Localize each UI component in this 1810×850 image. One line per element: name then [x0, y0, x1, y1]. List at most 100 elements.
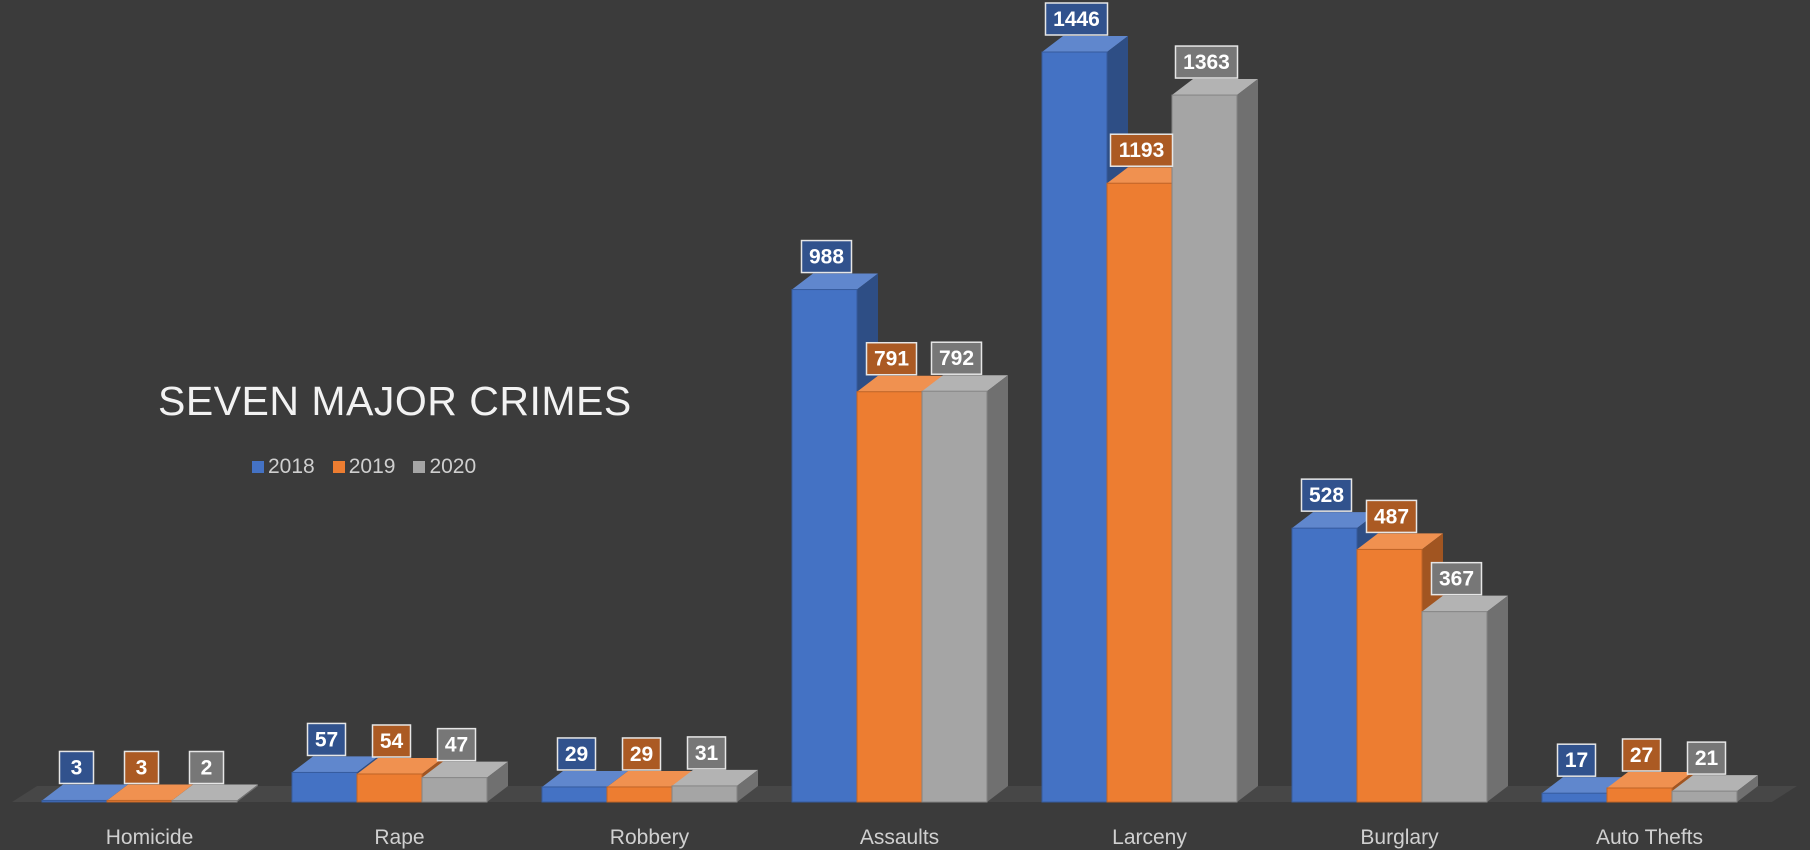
- data-label-text: 54: [380, 730, 404, 753]
- bar-top-face: [1672, 775, 1758, 792]
- data-label-text: 3: [136, 756, 148, 779]
- legend-item-2020: 2020: [413, 455, 476, 479]
- data-label-box: [556, 737, 597, 771]
- bar-homicide-2020: [171, 784, 258, 803]
- bar-front-face: [356, 773, 423, 803]
- data-label-robbery-2018: 29: [556, 737, 597, 771]
- data-label-larceny-2019: 1193: [1109, 133, 1174, 167]
- data-label-text: 31: [695, 742, 719, 765]
- bar-front-face: [671, 785, 738, 803]
- bar-top-face: [542, 770, 628, 787]
- legend-swatch-2018: [252, 461, 264, 473]
- bar-side-face: [1487, 595, 1508, 802]
- bar-front-face: [106, 799, 173, 803]
- data-label-larceny-2020: 1363: [1174, 45, 1239, 79]
- bar-side-face: [737, 769, 758, 802]
- data-label-box: [1044, 2, 1109, 36]
- data-label-box: [123, 750, 160, 785]
- bar-front-face: [421, 777, 488, 803]
- bar-front-face: [791, 289, 858, 803]
- bar-top-face: [1292, 512, 1378, 529]
- bar-side-face: [487, 761, 508, 802]
- x-axis: Homicide Rape Robbery Assaults Larceny Burgla…: [106, 826, 1703, 849]
- legend: 2018 2019 2020: [252, 455, 476, 479]
- legend-swatch-2020: [413, 461, 426, 473]
- x-tick-label-robbery: Robbery: [610, 826, 690, 849]
- data-label-text: 1193: [1119, 139, 1165, 162]
- bar-top-face: [1422, 595, 1508, 612]
- bar-top-face: [357, 757, 443, 774]
- bars-layer: [41, 36, 1758, 803]
- bar-front-face: [171, 800, 238, 803]
- data-label-box: [1365, 499, 1418, 534]
- legend-label-2018: 2018: [268, 455, 315, 478]
- bar-rape-2020: [421, 761, 508, 803]
- data-label-rape-2019: 54: [371, 724, 412, 758]
- bar-top-face: [42, 784, 128, 801]
- data-label-text: 792: [939, 347, 974, 370]
- data-label-assaults-2020: 792: [930, 341, 983, 375]
- data-label-burglary-2019: 487: [1365, 499, 1418, 534]
- data-label-box: [1174, 45, 1239, 79]
- bar-top-face: [292, 756, 378, 773]
- data-label-box: [621, 737, 662, 771]
- data-label-box: [1430, 561, 1483, 596]
- data-label-box: [865, 341, 918, 376]
- bar-auto-thefts-2020: [1671, 775, 1758, 803]
- data-label-text: 1446: [1053, 8, 1100, 31]
- data-label-robbery-2019: 29: [621, 737, 662, 771]
- legend-label-2020: 2020: [429, 455, 477, 478]
- bar-top-face: [1607, 771, 1693, 788]
- data-label-text: 29: [565, 743, 588, 766]
- bar-front-face: [606, 786, 673, 803]
- data-label-text: 57: [315, 728, 338, 751]
- bar-front-face: [1356, 548, 1423, 803]
- bar-top-face: [422, 761, 508, 778]
- bar-front-face: [1291, 527, 1358, 803]
- data-label-auto-thefts-2020: 21: [1686, 741, 1727, 775]
- legend-swatch-2019: [332, 461, 345, 473]
- bar-front-face: [1421, 611, 1488, 803]
- data-label-homicide-2020: 2: [188, 750, 225, 785]
- data-label-auto-thefts-2018: 17: [1556, 743, 1597, 777]
- data-label-box: [371, 724, 412, 758]
- data-label-text: 27: [1630, 744, 1653, 767]
- data-label-assaults-2018: 988: [800, 239, 853, 274]
- bar-front-face: [856, 391, 923, 803]
- data-label-burglary-2018: 528: [1300, 478, 1353, 512]
- data-label-box: [930, 341, 983, 375]
- data-label-box: [188, 750, 225, 785]
- data-label-text: 29: [630, 743, 653, 766]
- bar-front-face: [291, 771, 358, 803]
- bar-top-face: [672, 769, 758, 786]
- data-label-text: 367: [1439, 568, 1474, 591]
- data-label-text: 17: [1565, 749, 1588, 772]
- data-label-box: [306, 722, 347, 757]
- bar-burglary-2020: [1421, 595, 1508, 803]
- data-label-auto-thefts-2019: 27: [1621, 738, 1662, 772]
- bar-front-face: [1106, 182, 1173, 803]
- x-tick-label-homicide: Homicide: [106, 826, 194, 849]
- data-label-box: [58, 750, 95, 785]
- bar-top-face: [172, 784, 258, 801]
- data-labels-layer: 3 3 2 57 54 47 29 29 31 988 791 792 1446 1193 1363 528 4…: [58, 2, 1727, 785]
- bar-assaults-2020: [921, 375, 1008, 803]
- data-label-box: [1686, 741, 1727, 775]
- x-tick-label-assaults: Assaults: [860, 826, 939, 849]
- x-tick-label-burglary: Burglary: [1360, 826, 1439, 849]
- data-label-text: 21: [1695, 747, 1719, 770]
- bar-top-face: [792, 273, 878, 290]
- bar-front-face: [921, 390, 988, 803]
- data-label-text: 2: [201, 757, 213, 780]
- bar-front-face: [41, 799, 108, 803]
- data-label-box: [800, 239, 853, 274]
- bar-front-face: [1041, 51, 1108, 803]
- bar-top-face: [857, 375, 943, 392]
- data-label-rape-2018: 57: [306, 722, 347, 757]
- data-label-box: [436, 727, 477, 762]
- data-label-homicide-2019: 3: [123, 750, 160, 785]
- data-label-box: [1109, 133, 1174, 167]
- bar-front-face: [541, 786, 608, 803]
